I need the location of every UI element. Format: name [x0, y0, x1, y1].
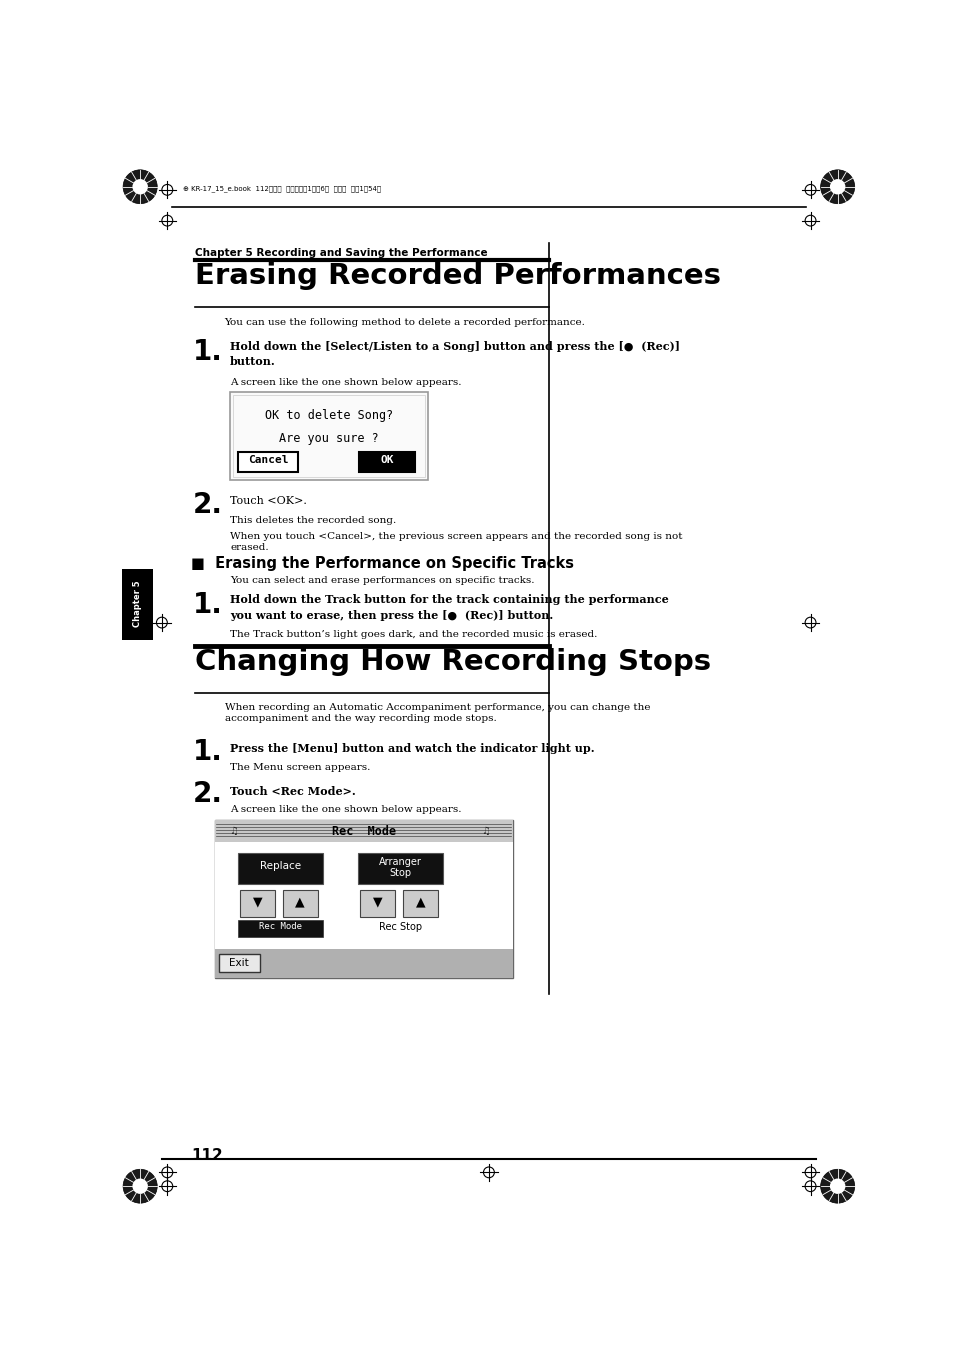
Text: 1.: 1.: [193, 738, 222, 766]
Text: OK to delete Song?: OK to delete Song?: [265, 408, 393, 422]
Bar: [214, 820, 513, 978]
Text: Touch <Rec Mode>.: Touch <Rec Mode>.: [230, 786, 355, 797]
Text: Exit: Exit: [230, 958, 249, 967]
Text: Arranger
Stop: Arranger Stop: [378, 857, 421, 878]
Text: Erasing Recorded Performances: Erasing Recorded Performances: [195, 262, 720, 290]
Text: Hold down the Track button for the track containing the performance
you want to : Hold down the Track button for the track…: [230, 594, 668, 620]
Bar: [357, 852, 443, 884]
Text: 2.: 2.: [193, 781, 223, 808]
Text: ♫: ♫: [481, 827, 490, 836]
Bar: [214, 842, 513, 948]
Text: 1.: 1.: [193, 338, 222, 366]
Text: 2.: 2.: [193, 490, 223, 519]
Text: Rec Mode: Rec Mode: [258, 923, 302, 931]
Text: 1.: 1.: [193, 590, 222, 619]
Circle shape: [820, 1169, 854, 1204]
Bar: [233, 394, 424, 477]
Circle shape: [123, 170, 157, 204]
Text: When recording an Automatic Accompaniment performance, you can change the
accomp: When recording an Automatic Accompanimen…: [224, 703, 649, 723]
Circle shape: [829, 1178, 844, 1194]
Text: Cancel: Cancel: [248, 455, 288, 466]
Text: ▲: ▲: [295, 896, 305, 908]
Bar: [121, 569, 152, 639]
Text: You can use the following method to delete a recorded performance.: You can use the following method to dele…: [224, 319, 585, 327]
Text: You can select and erase performances on specific tracks.: You can select and erase performances on…: [230, 576, 534, 585]
Text: ■  Erasing the Performance on Specific Tracks: ■ Erasing the Performance on Specific Tr…: [192, 557, 574, 571]
Text: A screen like the one shown below appears.: A screen like the one shown below appear…: [230, 378, 461, 386]
Text: Touch <OK>.: Touch <OK>.: [230, 496, 307, 507]
Text: ▼: ▼: [253, 896, 262, 908]
Circle shape: [829, 180, 844, 195]
Text: Chapter 5: Chapter 5: [132, 581, 141, 627]
Bar: [237, 852, 323, 884]
Circle shape: [820, 170, 854, 204]
Bar: [214, 948, 513, 978]
Bar: [282, 890, 317, 917]
Text: Rec  Mode: Rec Mode: [332, 825, 395, 838]
Text: ▼: ▼: [373, 896, 382, 908]
Text: When you touch <Cancel>, the previous screen appears and the recorded song is no: When you touch <Cancel>, the previous sc…: [230, 532, 681, 553]
Text: Changing How Recording Stops: Changing How Recording Stops: [195, 648, 711, 676]
Text: Rec Stop: Rec Stop: [378, 923, 421, 932]
Bar: [214, 820, 513, 842]
Text: This deletes the recorded song.: This deletes the recorded song.: [230, 516, 395, 526]
Text: OK: OK: [380, 455, 394, 466]
Text: Chapter 5 Recording and Saving the Performance: Chapter 5 Recording and Saving the Perfo…: [195, 249, 487, 258]
Text: A screen like the one shown below appears.: A screen like the one shown below appear…: [230, 805, 461, 815]
Circle shape: [132, 180, 148, 195]
Text: ♫: ♫: [230, 827, 238, 836]
Text: ⊕ KR-17_15_e.book  112ページ  ２００４年1２月6日  月曜日  午後1時54分: ⊕ KR-17_15_e.book 112ページ ２００４年1２月6日 月曜日 …: [183, 185, 380, 192]
Bar: [237, 920, 323, 936]
Text: Are you sure ?: Are you sure ?: [278, 431, 378, 444]
Circle shape: [132, 1178, 148, 1194]
Bar: [230, 392, 427, 480]
Bar: [240, 890, 274, 917]
Bar: [360, 890, 395, 917]
Text: 112: 112: [192, 1148, 223, 1163]
Bar: [359, 451, 415, 473]
Text: Replace: Replace: [259, 861, 301, 870]
Bar: [219, 954, 259, 973]
Text: The Track button’s light goes dark, and the recorded music is erased.: The Track button’s light goes dark, and …: [230, 630, 597, 639]
Bar: [402, 890, 437, 917]
Text: Hold down the [Select/Listen to a Song] button and press the [●  (Rec)]
button.: Hold down the [Select/Listen to a Song] …: [230, 340, 679, 367]
Text: Press the [Menu] button and watch the indicator light up.: Press the [Menu] button and watch the in…: [230, 743, 594, 754]
Bar: [237, 451, 298, 473]
Text: The Menu screen appears.: The Menu screen appears.: [230, 763, 370, 771]
Circle shape: [123, 1169, 157, 1204]
Text: ▲: ▲: [416, 896, 425, 908]
